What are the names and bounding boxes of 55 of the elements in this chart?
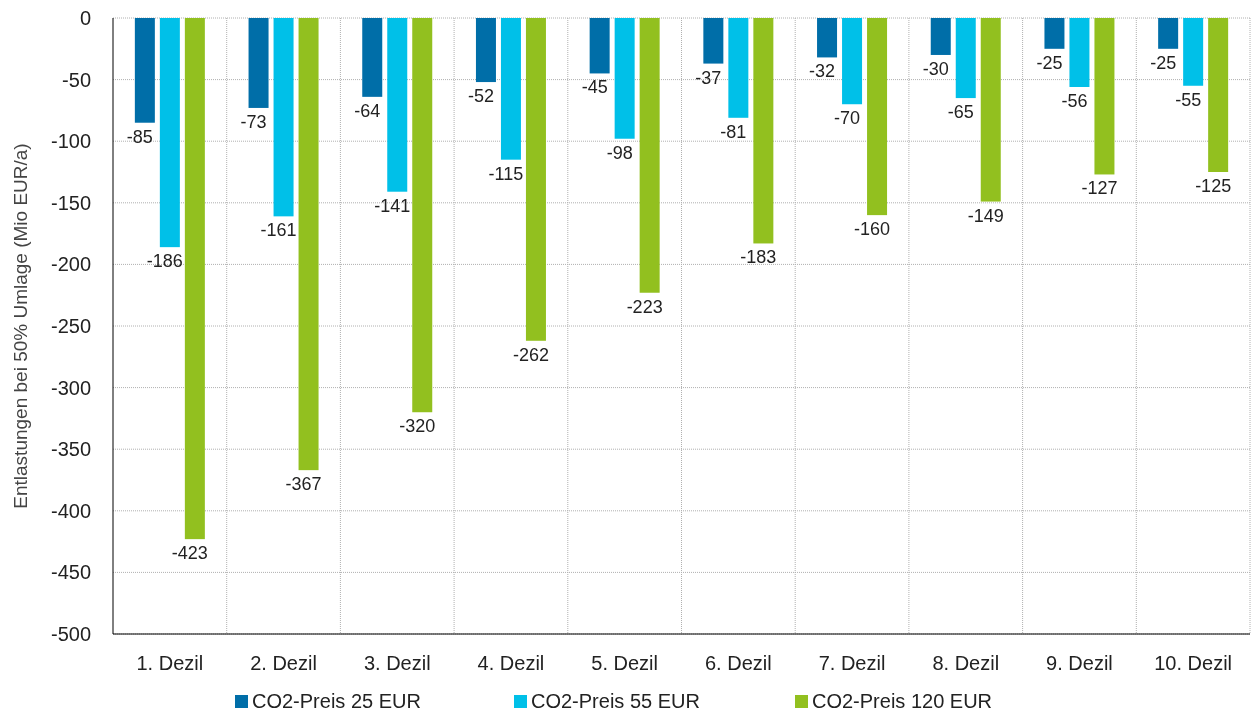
data-label: -32 bbox=[809, 61, 836, 82]
data-label: -25 bbox=[1036, 52, 1063, 73]
data-label: -149 bbox=[967, 205, 1004, 226]
x-tick-label: 2. Dezil bbox=[250, 652, 317, 674]
y-axis-title: Entlastungen bei 50% Umlage (Mio EUR/a) bbox=[10, 143, 31, 509]
data-label: -423 bbox=[171, 543, 208, 564]
x-tick-label: 7. Dezil bbox=[818, 652, 886, 674]
x-tick-label: 8. Dezil bbox=[932, 652, 1000, 674]
data-label: -25 bbox=[1150, 52, 1177, 73]
y-tick-label: -150 bbox=[50, 191, 91, 214]
y-tick-label: -500 bbox=[50, 623, 91, 645]
data-label: -81 bbox=[720, 121, 747, 142]
legend-label: CO2-Preis 55 EUR bbox=[531, 690, 700, 712]
data-label: -37 bbox=[695, 67, 722, 88]
x-tick-label: 3. Dezil bbox=[363, 652, 431, 674]
x-tick-label: 9. Dezil bbox=[1046, 652, 1113, 674]
data-label: -320 bbox=[399, 416, 436, 437]
data-label: -73 bbox=[240, 111, 267, 132]
data-label: -64 bbox=[354, 100, 381, 121]
data-label: -161 bbox=[260, 220, 297, 241]
y-tick-label: -300 bbox=[50, 376, 91, 399]
y-tick-label: 0 bbox=[79, 7, 91, 29]
data-label: -141 bbox=[374, 195, 411, 216]
y-tick-label: -350 bbox=[50, 438, 91, 461]
data-label: -115 bbox=[488, 163, 524, 184]
data-label: -186 bbox=[146, 251, 183, 272]
data-label: -45 bbox=[581, 77, 608, 98]
data-label: -127 bbox=[1081, 178, 1118, 199]
data-label: -367 bbox=[285, 474, 322, 495]
data-label: -125 bbox=[1195, 176, 1232, 196]
data-label: -30 bbox=[922, 58, 949, 79]
y-tick-label: -450 bbox=[50, 561, 91, 584]
x-tick-label: 1. Dezil bbox=[136, 652, 204, 674]
data-label: -223 bbox=[626, 296, 663, 317]
data-label: -85 bbox=[126, 126, 153, 147]
y-tick-label: -400 bbox=[50, 499, 91, 522]
data-label: -160 bbox=[854, 219, 891, 240]
y-tick-label: -250 bbox=[50, 315, 91, 337]
data-label: -52 bbox=[467, 86, 494, 107]
data-label: -183 bbox=[740, 247, 777, 268]
y-tick-label: -200 bbox=[50, 253, 91, 276]
data-label: -56 bbox=[1061, 90, 1088, 111]
x-tick-label: 10. Dezil bbox=[1154, 652, 1233, 674]
y-tick-label: -50 bbox=[62, 68, 91, 91]
data-label: -55 bbox=[1175, 89, 1202, 110]
data-label: -65 bbox=[947, 102, 974, 123]
data-label: -70 bbox=[834, 108, 861, 129]
x-tick-label: 5. Dezil bbox=[591, 652, 658, 674]
legend-label: CO2-Preis 120 EUR bbox=[812, 690, 993, 712]
x-tick-label: 6. Dezil bbox=[705, 652, 772, 674]
legend-label: CO2-Preis 25 EUR bbox=[252, 690, 421, 712]
x-tick-label: 4. Dezil bbox=[477, 652, 545, 674]
data-label: -262 bbox=[512, 344, 549, 365]
y-tick-label: -100 bbox=[50, 130, 91, 153]
data-label: -98 bbox=[606, 142, 633, 163]
